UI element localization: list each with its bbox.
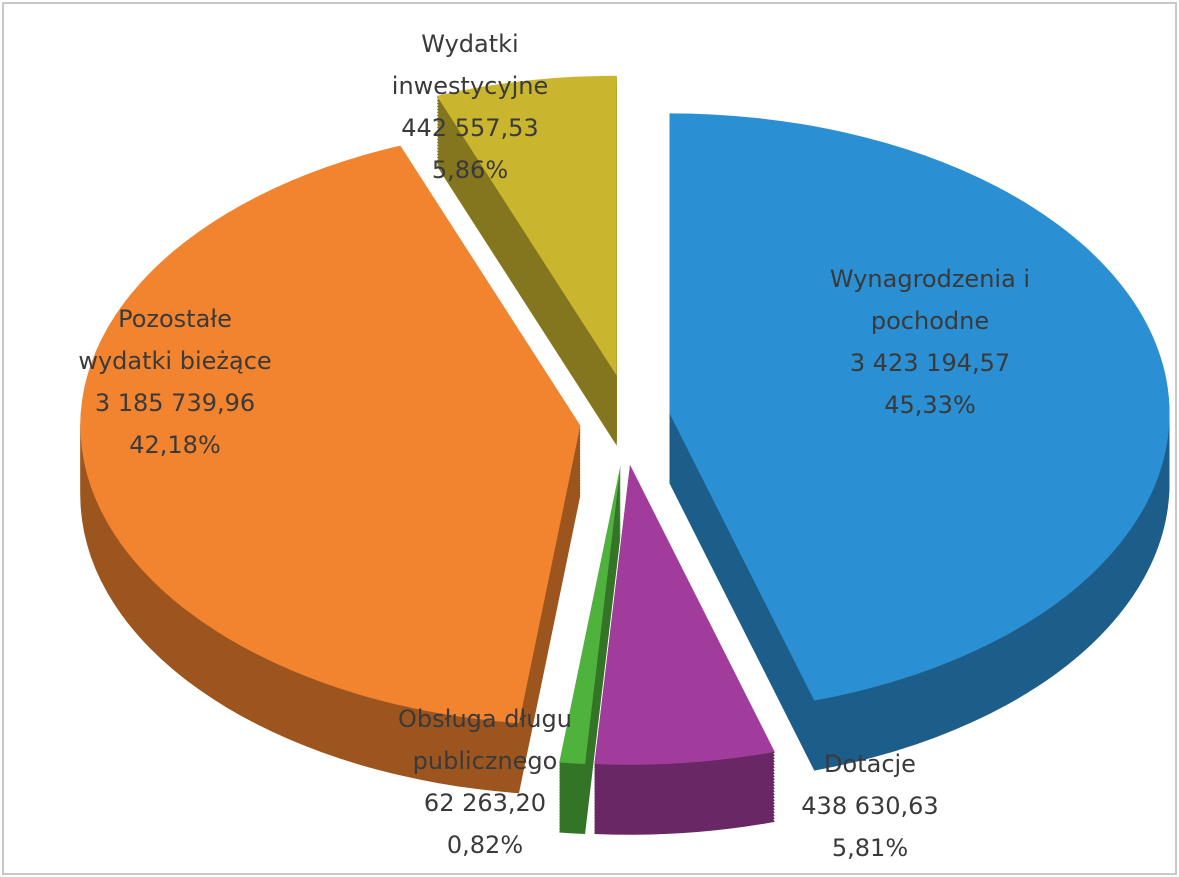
- labels: Wynagrodzenia i pochodne 3 423 194,57 45,33…: [78, 30, 1030, 862]
- category-label: Dotacje: [824, 750, 916, 778]
- category-label: wydatki bieżące: [78, 347, 271, 375]
- category-label: Obsługa długu: [398, 705, 572, 733]
- slice: [80, 145, 581, 724]
- category-label: pochodne: [871, 307, 989, 335]
- category-label: Pozostałe: [118, 305, 232, 333]
- percentage-label: 5,81%: [832, 834, 908, 862]
- value-label: 438 630,63: [801, 792, 938, 820]
- slice: [669, 113, 1170, 701]
- category-label: Wydatki: [421, 30, 518, 58]
- category-label: inwestycyjne: [392, 72, 548, 100]
- slice: [594, 464, 775, 765]
- category-label: publicznego: [413, 747, 558, 775]
- percentage-label: 0,82%: [447, 831, 523, 859]
- slice: [436, 75, 617, 376]
- value-label: 442 557,53: [401, 114, 538, 142]
- percentage-label: 42,18%: [129, 431, 221, 459]
- value-label: 3 185 739,96: [95, 389, 255, 417]
- percentage-label: 5,86%: [432, 156, 508, 184]
- category-label: Wynagrodzenia i: [830, 265, 1030, 293]
- pie: [80, 75, 1170, 835]
- value-label: 3 423 194,57: [850, 349, 1010, 377]
- percentage-label: 45,33%: [884, 391, 976, 419]
- value-label: 62 263,20: [424, 789, 546, 817]
- slice: [559, 464, 621, 765]
